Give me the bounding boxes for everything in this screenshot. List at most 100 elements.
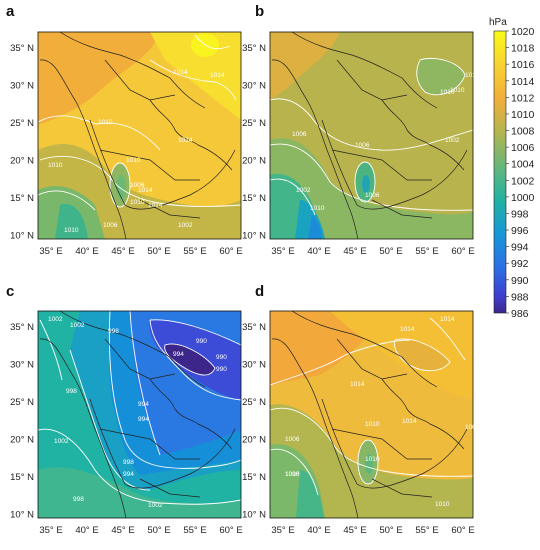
colorbar-label: 988 (511, 291, 529, 303)
y-tick-label: 20° N (10, 156, 34, 167)
colorbar-label: 1014 (511, 76, 535, 88)
map-borders (39, 32, 236, 239)
colorbar-label: 996 (511, 225, 529, 237)
y-tick-label: 30° N (10, 360, 34, 371)
y-tick-label: 15° N (10, 472, 34, 483)
colorbar-label: 1006 (511, 142, 535, 154)
x-tick-label: 40° E (75, 525, 98, 536)
y-tick-label: 25° N (10, 118, 34, 129)
y-tick-label: 15° N (10, 193, 34, 204)
contour-label: 1014 (138, 187, 153, 194)
map-borders (271, 32, 468, 239)
y-tick-label: 10° N (10, 510, 34, 521)
contour-label: 1002 (48, 316, 63, 323)
contour-label: 990 (216, 354, 227, 361)
y-tick-label: 20° N (242, 435, 266, 446)
contour-label: 994 (138, 416, 149, 423)
map-frame (269, 310, 474, 519)
contour-label: 1006 (103, 222, 118, 229)
colorbar-label: 1018 (511, 43, 535, 55)
contour-label: 1006 (292, 131, 307, 138)
colorbar-label: 1012 (511, 92, 535, 104)
y-tick-label: 10° N (10, 231, 34, 242)
contour-label: 1014 (440, 316, 455, 323)
y-tick-label: 35° N (242, 43, 266, 54)
contour-label: 1010 (48, 162, 63, 169)
x-tick-label: 35° E (271, 246, 294, 257)
y-tick-label: 35° N (242, 322, 266, 333)
contour-label: 1014 (402, 418, 417, 425)
contour-label: 1014 (350, 381, 365, 388)
x-tick-label: 55° E (415, 246, 438, 257)
contour-label: 1002 (70, 322, 85, 329)
x-tick-label: 45° E (343, 246, 366, 257)
colorbar-label: 1010 (511, 109, 535, 121)
pressure-field (270, 32, 473, 239)
contour-label: 1002 (445, 137, 460, 144)
panel-letter: c (6, 283, 14, 300)
contour-label: 1014 (210, 72, 225, 79)
x-tick-label: 50° E (147, 525, 170, 536)
y-tick-label: 25° N (10, 397, 34, 408)
contour-label: 1006 (465, 424, 480, 431)
contour-label: 1006 (285, 436, 300, 443)
y-tick-label: 20° N (242, 156, 266, 167)
y-tick-label: 10° N (242, 510, 266, 521)
x-tick-label: 35° E (39, 525, 62, 536)
x-tick-label: 60° E (451, 246, 474, 257)
contour-label: 1010 (435, 501, 450, 508)
contour-label: 998 (108, 328, 119, 335)
contour-label: 1006 (130, 182, 145, 189)
colorbar-label: 1008 (511, 126, 535, 138)
x-tick-label: 40° E (307, 525, 330, 536)
x-tick-label: 55° E (183, 525, 206, 536)
map-frame (269, 31, 474, 240)
x-tick-label: 40° E (307, 246, 330, 257)
pressure-field (270, 311, 473, 518)
contour-label: 1002 (148, 502, 163, 509)
contour-label: 1006 (285, 471, 300, 478)
contour-label: 1002 (54, 438, 69, 445)
x-tick-label: 50° E (379, 246, 402, 257)
contour-label: 990 (196, 338, 207, 345)
colorbar-label: 1002 (511, 175, 535, 187)
contour-label: 994 (123, 471, 134, 478)
contour-label: 1010 (440, 89, 455, 96)
contour-label: 1006 (355, 142, 370, 149)
contour-label: 1010 (285, 471, 300, 478)
colorbar-label: 994 (511, 242, 529, 254)
contour-label: 1010 (465, 72, 480, 79)
contour-label: 1010 (64, 227, 79, 234)
contour-label: 1014 (400, 326, 415, 333)
contour-label: 1006 (365, 192, 380, 199)
contour-label: 998 (66, 388, 77, 395)
y-tick-label: 15° N (242, 193, 266, 204)
colorbar-ramp (493, 30, 507, 314)
y-tick-label: 10° N (242, 231, 266, 242)
y-tick-label: 35° N (10, 43, 34, 54)
contour-label: 1010 (450, 87, 465, 94)
contour-label: 1010 (98, 119, 113, 126)
panel-letter: d (255, 283, 264, 300)
x-tick-label: 45° E (111, 246, 134, 257)
contour-label: 1010 (365, 456, 380, 463)
y-tick-label: 30° N (242, 360, 266, 371)
colorbar-label: 1000 (511, 192, 535, 204)
contour-label: 1014 (148, 202, 163, 209)
x-tick-label: 60° E (219, 525, 242, 536)
colorbar: hPa 1020 1018 1016 1014 1012 1010 1008 1006 1004… (489, 17, 535, 320)
contour-label: 998 (73, 496, 84, 503)
y-tick-label: 35° N (10, 322, 34, 333)
x-tick-label: 35° E (39, 246, 62, 257)
contour-label: 1010 (310, 205, 325, 212)
x-tick-label: 50° E (379, 525, 402, 536)
y-tick-label: 25° N (242, 397, 266, 408)
colorbar-label: 1016 (511, 59, 535, 71)
colorbar-unit: hPa (489, 17, 507, 28)
contour-label: 998 (123, 459, 134, 466)
x-tick-label: 60° E (451, 525, 474, 536)
